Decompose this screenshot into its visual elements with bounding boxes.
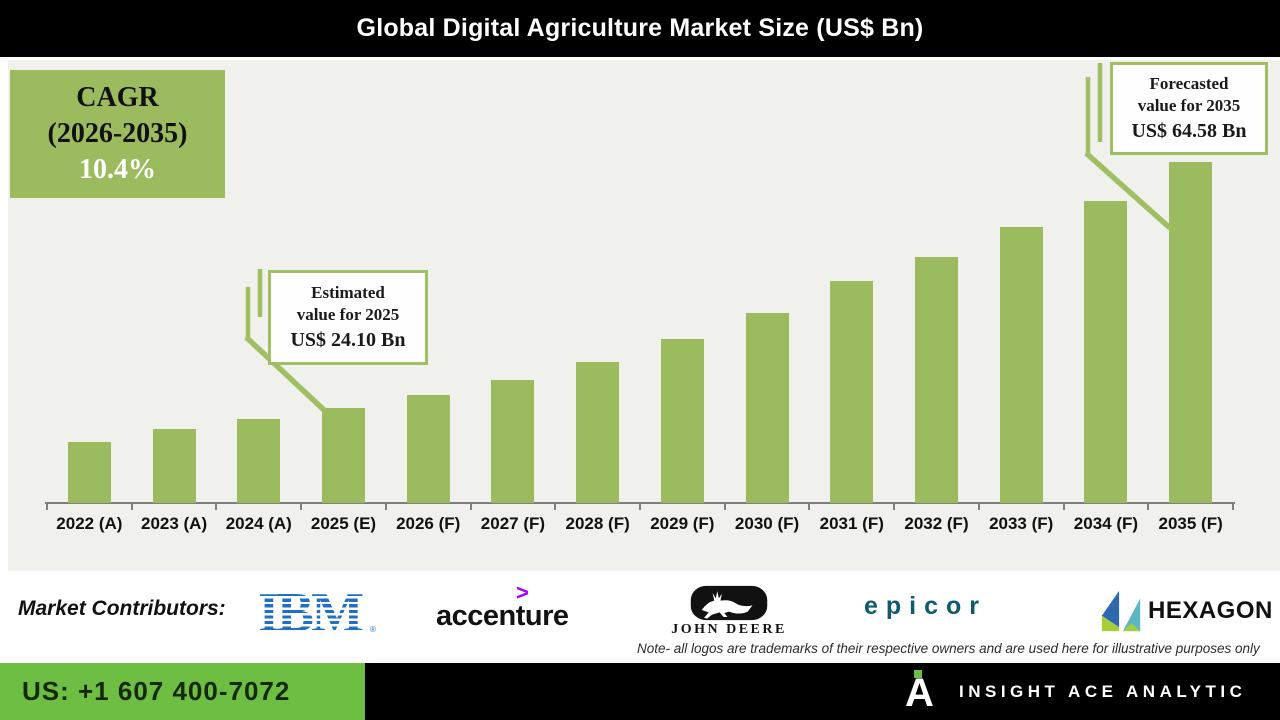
brand-name: INSIGHT ACE ANALYTIC bbox=[959, 681, 1247, 701]
x-axis-tick bbox=[893, 503, 896, 510]
john-deere-badge-icon bbox=[690, 585, 768, 621]
x-axis-label: 2033 (F) bbox=[989, 514, 1054, 533]
estimated-value-callout: Estimated value for 2025 US$ 24.10 Bn bbox=[268, 270, 428, 365]
bar-2034 bbox=[1084, 201, 1128, 503]
forecasted-line2: value for 2035 bbox=[1137, 96, 1241, 116]
x-axis-tick bbox=[977, 503, 980, 510]
x-axis-label: 2027 (F) bbox=[480, 514, 546, 533]
hexagon-mark-icon bbox=[1101, 590, 1141, 632]
accenture-logo-text: accenture bbox=[436, 600, 569, 632]
ibm-registered-mark: ® bbox=[370, 625, 376, 634]
epicor-logo: epicor bbox=[864, 592, 988, 620]
accenture-logo: > accenture bbox=[436, 580, 586, 640]
x-axis-tick bbox=[469, 503, 472, 510]
bar-2026 bbox=[406, 395, 450, 503]
john-deere-logo-text: JOHN DEERE bbox=[671, 622, 787, 637]
x-axis-tick bbox=[384, 503, 387, 510]
cagr-value: 10.4% bbox=[79, 153, 156, 185]
x-axis-tick bbox=[1062, 503, 1065, 510]
brand-letter: A bbox=[905, 670, 934, 715]
plot-area: 2022 (A) 2023 (A) 2024 (A) 2025 (E) 2026 (F)… bbox=[45, 60, 1235, 533]
forecasted-value-callout: Forecasted value for 2035 US$ 64.58 Bn bbox=[1110, 62, 1268, 155]
x-axis-label: 2035 (F) bbox=[1158, 514, 1223, 533]
forecasted-line1: Forecasted bbox=[1149, 73, 1229, 93]
x-axis-label: 2024 (A) bbox=[225, 514, 292, 533]
forecasted-value: US$ 64.58 Bn bbox=[1131, 119, 1247, 142]
bar-2035 bbox=[1169, 162, 1213, 503]
x-axis-tick bbox=[808, 503, 811, 510]
bar-2028 bbox=[576, 362, 620, 503]
x-axis-label: 2029 (F) bbox=[650, 514, 715, 533]
x-axis-tick bbox=[215, 503, 218, 510]
bar-2024 bbox=[237, 419, 281, 503]
x-axis-label: 2023 (A) bbox=[140, 514, 208, 533]
x-axis-tick bbox=[554, 503, 557, 510]
bar-2032 bbox=[915, 257, 958, 503]
bar-2022 bbox=[67, 442, 111, 503]
x-axis-tick bbox=[1147, 503, 1150, 510]
accenture-carat-icon: > bbox=[516, 580, 529, 605]
trademark-note: Note- all logos are trademarks of their … bbox=[637, 641, 1260, 656]
bottom-bar: US: +1 607 400-7072 A INSIGHT ACE ANALYT… bbox=[0, 663, 1280, 720]
john-deere-logo: JOHN DEERE bbox=[648, 585, 810, 637]
footer bbox=[0, 571, 1280, 663]
x-axis-tick bbox=[639, 503, 641, 510]
x-axis-label: 2022 (A) bbox=[56, 514, 123, 533]
x-axis-tick bbox=[46, 503, 48, 510]
phone-number: US: +1 607 400-7072 bbox=[22, 676, 291, 706]
x-axis-tick bbox=[1232, 503, 1234, 510]
x-axis-label: 2025 (E) bbox=[310, 514, 377, 533]
estimated-line2: value for 2025 bbox=[296, 305, 400, 325]
bar-2030 bbox=[745, 313, 789, 503]
x-axis-label: 2030 (F) bbox=[734, 514, 800, 533]
ibm-logo: IBM ® bbox=[256, 585, 388, 641]
insight-ace-logo-icon: A bbox=[905, 669, 947, 719]
market-contributors-label: Market Contributors: bbox=[18, 597, 226, 620]
cagr-label: CAGR bbox=[76, 82, 159, 114]
hexagon-logo: HEXAGON bbox=[1098, 587, 1272, 635]
cagr-period: (2026-2035) bbox=[47, 118, 188, 150]
bar-2033 bbox=[999, 227, 1043, 503]
brand-green-dot bbox=[914, 669, 922, 678]
estimated-line1: Estimated bbox=[311, 282, 385, 302]
cagr-badge: CAGR (2026-2035) 10.4% bbox=[10, 70, 225, 198]
bar-2031 bbox=[830, 281, 874, 503]
hexagon-logo-text: HEXAGON bbox=[1148, 597, 1273, 624]
bar-2025 bbox=[322, 408, 365, 503]
x-axis-tick bbox=[130, 503, 133, 510]
x-axis-label: 2031 (F) bbox=[819, 514, 884, 533]
estimated-value: US$ 24.10 Bn bbox=[290, 328, 406, 351]
page-title: Global Digital Agriculture Market Size (… bbox=[356, 14, 924, 42]
x-axis-tick bbox=[300, 503, 303, 510]
x-axis-label: 2032 (F) bbox=[904, 514, 969, 533]
x-axis-label: 2026 (F) bbox=[396, 514, 461, 533]
x-axis-label: 2028 (F) bbox=[565, 514, 630, 533]
title-bar: Global Digital Agriculture Market Size (… bbox=[0, 0, 1280, 57]
brand-block: A INSIGHT ACE ANALYTIC bbox=[905, 663, 1246, 720]
phone-box: US: +1 607 400-7072 bbox=[0, 663, 365, 720]
ibm-stripes-decoration bbox=[256, 593, 376, 639]
x-axis-tick bbox=[723, 503, 726, 510]
bar-2023 bbox=[152, 429, 196, 503]
bar-2029 bbox=[660, 339, 704, 503]
bar-2027 bbox=[491, 380, 535, 503]
x-axis-label: 2034 (F) bbox=[1073, 514, 1139, 533]
